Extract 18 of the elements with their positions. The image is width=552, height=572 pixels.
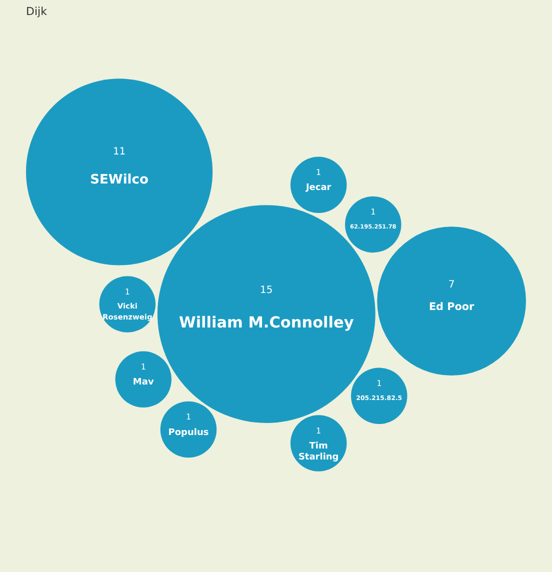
category-label: Ed Poor: [428, 301, 476, 314]
data-label: 1: [370, 208, 376, 217]
category-label: William M.Connolley: [179, 314, 354, 332]
category-label: SEWilco: [90, 172, 149, 188]
text: Dijk: [26, 5, 48, 18]
data-label: 1: [186, 412, 192, 422]
data-label: 1: [316, 426, 322, 436]
data-label: 1: [376, 379, 382, 388]
data-label: 7: [448, 280, 455, 291]
data-label: 1: [124, 287, 130, 296]
data-label: 15: [260, 285, 273, 296]
data-label: 1: [316, 168, 322, 178]
data-label: 1: [140, 362, 146, 372]
category-label: Populus: [168, 428, 209, 438]
category-label: Tim Starling: [298, 441, 339, 462]
category-label: Mav: [132, 378, 154, 388]
data-label: 11: [112, 146, 126, 158]
category-label: Jecar: [304, 183, 332, 194]
